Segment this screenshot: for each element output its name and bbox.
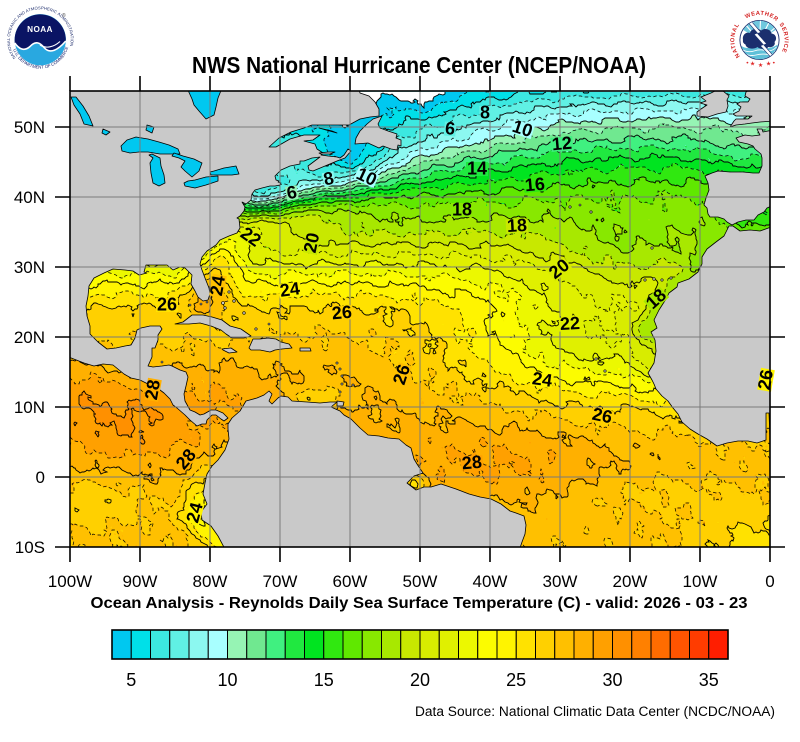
svg-text:★: ★ [750,61,755,68]
svg-text:6: 6 [444,118,456,139]
svg-text:40N: 40N [14,188,45,207]
svg-text:80W: 80W [193,572,228,591]
svg-text:26: 26 [157,295,177,315]
svg-text:28: 28 [461,452,483,474]
svg-text:Data Source: National Climatic: Data Source: National Climatic Data Cent… [415,704,775,719]
svg-text:24: 24 [278,278,301,301]
svg-text:★: ★ [758,62,763,69]
svg-text:5: 5 [126,670,136,690]
svg-text:10: 10 [217,670,237,690]
svg-text:20: 20 [300,231,324,255]
svg-text:6: 6 [285,182,298,203]
svg-text:Ocean Analysis - Reynolds Dail: Ocean Analysis - Reynolds Daily Sea Surf… [91,595,748,612]
svg-text:8: 8 [480,103,490,123]
svg-text:40W: 40W [473,572,508,591]
svg-text:100W: 100W [48,572,92,591]
svg-text:14: 14 [467,159,487,179]
svg-text:NATIONAL: NATIONAL [730,22,742,58]
svg-text:10S: 10S [15,538,45,557]
svg-text:20: 20 [410,670,430,690]
svg-text:22: 22 [559,313,580,334]
svg-text:70W: 70W [263,572,298,591]
svg-text:60W: 60W [333,572,368,591]
svg-text:★: ★ [766,61,771,68]
svg-text:30W: 30W [543,572,578,591]
svg-text:0: 0 [765,572,774,591]
svg-text:NOAA: NOAA [27,25,53,34]
svg-text:18: 18 [452,200,472,220]
svg-text:18: 18 [506,215,527,236]
svg-text:®: ® [62,12,66,19]
svg-text:20W: 20W [613,572,648,591]
svg-text:10W: 10W [683,572,718,591]
svg-text:24: 24 [206,274,229,297]
svg-text:26: 26 [590,404,614,428]
svg-text:24: 24 [531,368,554,391]
svg-text:90W: 90W [123,572,158,591]
svg-text:16: 16 [524,174,546,196]
svg-text:28: 28 [141,378,164,401]
svg-text:NWS National Hurricane Center: NWS National Hurricane Center (NCEP/NOAA… [192,52,646,78]
svg-text:30N: 30N [14,258,45,277]
svg-text:12: 12 [551,133,573,155]
svg-text:35: 35 [699,670,719,690]
svg-text:10N: 10N [14,398,45,417]
svg-text:50W: 50W [403,572,438,591]
svg-text:26: 26 [754,368,777,391]
svg-text:0: 0 [36,468,45,487]
svg-text:50N: 50N [14,118,45,137]
svg-text:20N: 20N [14,328,45,347]
svg-text:15: 15 [314,670,334,690]
svg-text:30: 30 [602,670,622,690]
svg-text:SERVICE: SERVICE [778,22,789,54]
svg-text:26: 26 [331,302,353,324]
svg-text:8: 8 [322,168,336,190]
svg-text:25: 25 [506,670,526,690]
